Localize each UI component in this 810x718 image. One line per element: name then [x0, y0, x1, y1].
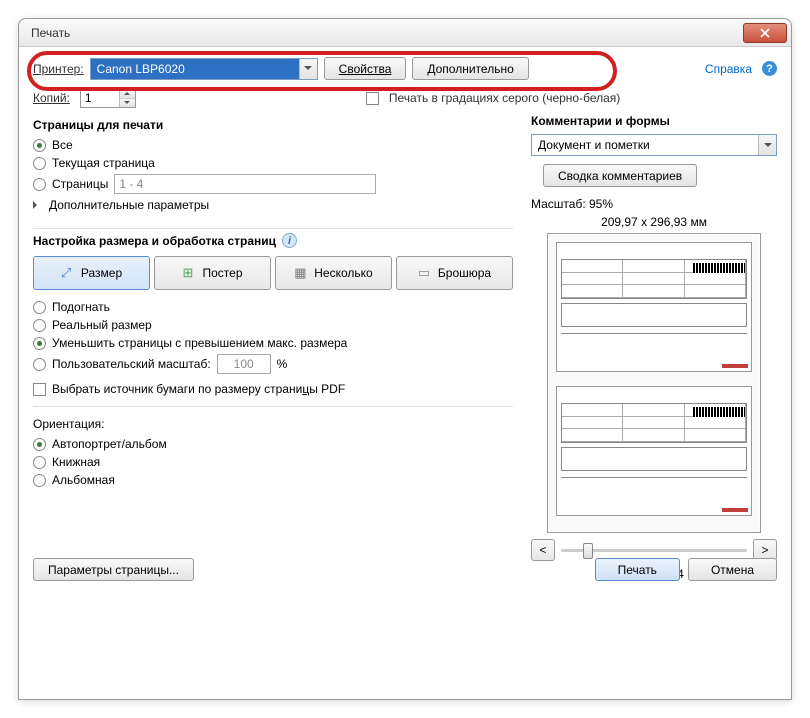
printer-row-wrap: Принтер: Canon LBP6020 Свойства Дополнит…	[33, 57, 777, 80]
fit-radio[interactable]	[33, 301, 46, 314]
grayscale-label: Печать в градациях серого (черно-белая)	[389, 91, 620, 105]
spinner-buttons	[119, 89, 135, 107]
copies-spinner[interactable]	[80, 88, 136, 108]
summary-button[interactable]: Сводка комментариев	[543, 164, 697, 187]
orient-portrait-label: Книжная	[52, 455, 100, 469]
size-icon	[61, 265, 77, 281]
choose-paper-row: Выбрать источник бумаги по размеру стран…	[33, 382, 513, 396]
help-icon[interactable]: ?	[762, 61, 777, 76]
custom-radio[interactable]	[33, 358, 46, 371]
shrink-radio[interactable]	[33, 337, 46, 350]
choose-paper-checkbox[interactable]	[33, 383, 46, 396]
orient-landscape-label: Альбомная	[52, 473, 115, 487]
pages-all-row: Все	[33, 138, 513, 152]
grayscale-checkbox[interactable]	[366, 92, 379, 105]
percent-label: %	[277, 357, 288, 371]
booklet-toggle[interactable]: Брошюра	[396, 256, 513, 290]
copies-row: Копий: Печать в градациях серого (черно-…	[33, 88, 777, 108]
booklet-icon	[418, 265, 434, 281]
pages-current-radio[interactable]	[33, 157, 46, 170]
orient-auto-label: Автопортрет/альбом	[52, 437, 167, 451]
actual-row: Реальный размер	[33, 318, 513, 332]
dims-label: 209,97 x 296,93 мм	[531, 215, 777, 229]
orient-landscape-radio[interactable]	[33, 474, 46, 487]
printer-label: Принтер:	[33, 62, 84, 76]
poster-toggle[interactable]: Постер	[154, 256, 271, 290]
orient-portrait-row: Книжная	[33, 455, 513, 469]
pages-range-label: Страницы	[52, 177, 108, 191]
custom-row: Пользовательский масштаб: %	[33, 354, 513, 374]
print-dialog: Печать Принтер: Canon LBP6020 Свойства Д…	[18, 18, 792, 700]
actual-radio[interactable]	[33, 319, 46, 332]
pages-more-row[interactable]: Дополнительные параметры	[33, 198, 513, 212]
expand-icon	[33, 201, 41, 209]
pages-current-label: Текущая страница	[52, 156, 155, 170]
handling-title-row: Настройка размера и обработка страниц i	[33, 233, 513, 248]
orient-portrait-radio[interactable]	[33, 456, 46, 469]
poster-icon	[182, 265, 198, 281]
pages-all-radio[interactable]	[33, 139, 46, 152]
custom-label: Пользовательский масштаб:	[52, 357, 211, 371]
preview-page-bottom	[556, 386, 752, 516]
left-column: Страницы для печати Все Текущая страница…	[33, 114, 513, 581]
close-icon	[760, 28, 770, 38]
printer-value: Canon LBP6020	[91, 62, 299, 76]
advanced-button[interactable]: Дополнительно	[412, 57, 528, 80]
fit-row: Подогнать	[33, 300, 513, 314]
properties-button[interactable]: Свойства	[324, 57, 407, 80]
multiple-icon	[294, 265, 310, 281]
fit-label: Подогнать	[52, 300, 110, 314]
pages-group: Страницы для печати Все Текущая страница…	[33, 114, 513, 220]
chevron-down-icon	[299, 59, 317, 79]
orientation-title: Ориентация:	[33, 417, 513, 431]
orientation-group: Ориентация: Автопортрет/альбом Книжная А…	[33, 417, 513, 487]
comments-title: Комментарии и формы	[531, 114, 777, 128]
pages-range-input[interactable]	[114, 174, 376, 194]
content-area: Принтер: Canon LBP6020 Свойства Дополнит…	[19, 47, 791, 595]
handling-group: Настройка размера и обработка страниц i …	[33, 233, 513, 396]
footer: Параметры страницы... Печать Отмена	[33, 558, 777, 581]
close-button[interactable]	[743, 23, 787, 43]
orient-landscape-row: Альбомная	[33, 473, 513, 487]
multiple-toggle[interactable]: Несколько	[275, 256, 392, 290]
right-column: Комментарии и формы Документ и пометки С…	[531, 114, 777, 581]
titlebar: Печать	[19, 19, 791, 47]
actual-label: Реальный размер	[52, 318, 152, 332]
custom-scale-input[interactable]	[217, 354, 271, 374]
comments-dropdown[interactable]: Документ и пометки	[531, 134, 777, 156]
window-title: Печать	[31, 26, 70, 40]
chevron-down-icon	[758, 135, 776, 155]
copies-label: Копий:	[33, 91, 70, 105]
orient-auto-row: Автопортрет/альбом	[33, 437, 513, 451]
print-button[interactable]: Печать	[595, 558, 680, 581]
preview-box	[547, 233, 761, 533]
size-toggle[interactable]: Размер	[33, 256, 150, 290]
comments-value: Документ и пометки	[532, 138, 758, 152]
pages-title: Страницы для печати	[33, 118, 513, 132]
pages-range-radio[interactable]	[33, 178, 46, 191]
handling-title: Настройка размера и обработка страниц	[33, 234, 276, 248]
pages-all-label: Все	[52, 138, 73, 152]
spin-up[interactable]	[120, 89, 135, 99]
orient-auto-radio[interactable]	[33, 438, 46, 451]
printer-row: Принтер: Canon LBP6020 Свойства Дополнит…	[33, 57, 777, 80]
cancel-button[interactable]: Отмена	[688, 558, 777, 581]
page-setup-button[interactable]: Параметры страницы...	[33, 558, 194, 581]
preview-page-top	[556, 242, 752, 372]
pages-current-row: Текущая страница	[33, 156, 513, 170]
info-icon[interactable]: i	[282, 233, 297, 248]
choose-paper-label: Выбрать источник бумаги по размеру стран…	[52, 382, 345, 396]
scale-label: Масштаб: 95%	[531, 197, 777, 211]
main-columns: Страницы для печати Все Текущая страница…	[33, 114, 777, 581]
shrink-label: Уменьшить страницы с превышением макс. р…	[52, 336, 347, 350]
help-link[interactable]: Справка	[705, 62, 752, 76]
pages-range-row: Страницы	[33, 174, 513, 194]
copies-input[interactable]	[81, 89, 119, 107]
handling-toggles: Размер Постер Несколько Брошюра	[33, 256, 513, 290]
slider-thumb[interactable]	[583, 543, 593, 559]
pages-more-label: Дополнительные параметры	[49, 198, 209, 212]
shrink-row: Уменьшить страницы с превышением макс. р…	[33, 336, 513, 350]
spin-down[interactable]	[120, 99, 135, 108]
printer-dropdown[interactable]: Canon LBP6020	[90, 58, 318, 80]
